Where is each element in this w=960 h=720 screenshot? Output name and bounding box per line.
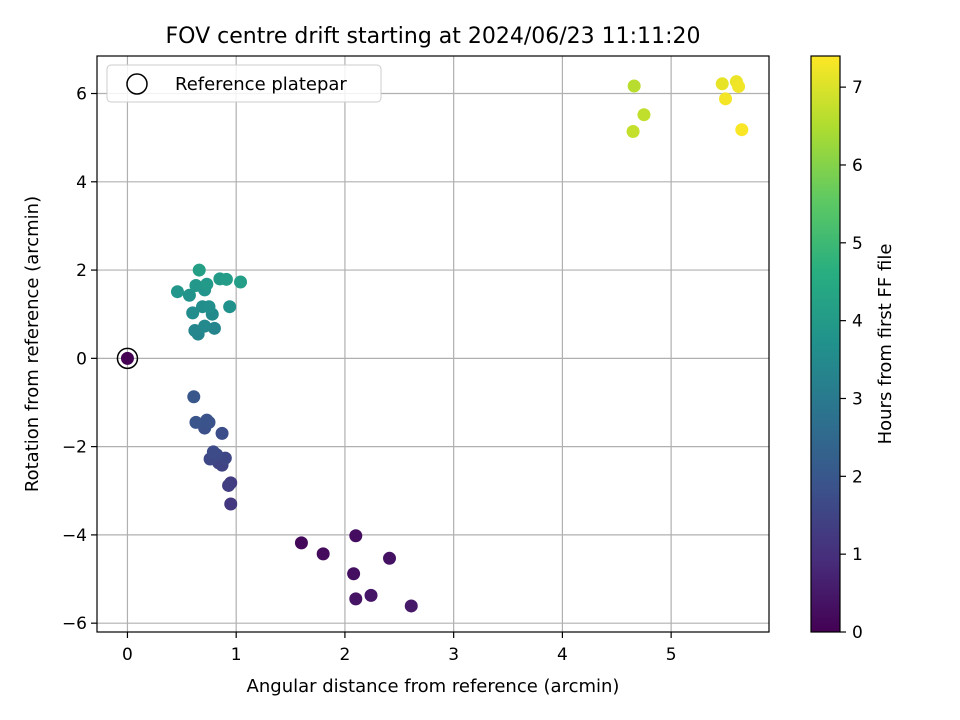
data-point <box>202 415 216 429</box>
x-tick-label: 4 <box>557 645 568 665</box>
data-point <box>404 599 418 613</box>
colorbar-tick-label: 2 <box>852 467 863 487</box>
data-point <box>215 426 229 440</box>
x-tick-label: 5 <box>666 645 677 665</box>
colorbar-label: Hours from first FF file <box>875 244 896 445</box>
data-point <box>219 272 233 286</box>
legend-marker-icon <box>126 73 148 95</box>
x-tick-label: 3 <box>448 645 459 665</box>
y-tick-label: 6 <box>76 85 87 105</box>
data-point <box>383 551 397 565</box>
legend: Reference platepar <box>106 64 382 103</box>
data-point <box>349 592 363 606</box>
plot-frame <box>96 55 770 633</box>
colorbar-tick-label: 0 <box>852 623 863 643</box>
data-point <box>719 92 733 106</box>
colorbar-tick-label: 4 <box>852 312 863 332</box>
reference-marker <box>116 347 139 370</box>
data-point <box>234 275 248 289</box>
x-axis-label: Angular distance from reference (arcmin) <box>247 676 620 697</box>
colorbar-tick-label: 1 <box>852 545 863 565</box>
chart-title: FOV centre drift starting at 2024/06/23 … <box>166 24 701 49</box>
data-point <box>192 263 206 277</box>
colorbar-gradient <box>811 56 840 632</box>
data-point <box>202 300 216 314</box>
colorbar-ticks: 0 1 2 3 4 5 6 7 <box>840 78 863 643</box>
data-point <box>198 319 212 333</box>
y-tick-label: 4 <box>76 173 87 193</box>
data-point <box>223 300 237 314</box>
data-point <box>222 478 236 492</box>
colorbar-tick-label: 7 <box>852 78 863 98</box>
data-point <box>207 321 221 335</box>
data-point <box>349 529 363 543</box>
data-point <box>224 497 238 511</box>
data-point <box>294 536 308 550</box>
y-tick-label: −4 <box>62 526 87 546</box>
x-tick-label: 0 <box>122 645 133 665</box>
data-point <box>627 79 641 93</box>
data-point <box>170 285 184 299</box>
data-point <box>715 77 729 91</box>
data-point <box>188 324 202 338</box>
data-point <box>206 445 220 459</box>
y-tick-label: 2 <box>76 261 87 281</box>
x-axis-ticks: 0 1 2 3 4 5 <box>122 632 677 665</box>
colorbar-tick-label: 6 <box>852 156 863 176</box>
y-axis-label: Rotation from reference (arcmin) <box>22 196 43 492</box>
data-point <box>626 124 640 138</box>
data-point <box>182 288 196 302</box>
colorbar-frame <box>810 55 841 633</box>
x-tick-label: 1 <box>231 645 242 665</box>
y-tick-label: 0 <box>76 349 87 369</box>
x-tick-label: 2 <box>340 645 351 665</box>
data-point <box>316 547 330 561</box>
data-point <box>189 415 203 429</box>
colorbar: 0 1 2 3 4 5 6 7 Hours from first FF file <box>810 55 896 643</box>
data-point <box>735 123 749 137</box>
y-axis-ticks: −6 −4 −2 0 2 4 6 <box>62 85 97 634</box>
data-point <box>186 306 200 320</box>
legend-label: Reference platepar <box>175 74 347 95</box>
data-point <box>637 108 651 122</box>
colorbar-tick-label: 3 <box>852 389 863 409</box>
data-point <box>120 351 134 365</box>
data-point <box>187 390 201 404</box>
data-point <box>189 279 203 293</box>
grid <box>97 56 769 632</box>
data-point <box>200 277 214 291</box>
y-tick-label: −2 <box>62 438 87 458</box>
data-points <box>116 75 749 613</box>
data-point <box>364 588 378 602</box>
data-point <box>732 79 746 93</box>
y-tick-label: −6 <box>62 614 87 634</box>
data-point <box>347 567 361 581</box>
colorbar-tick-label: 5 <box>852 234 863 254</box>
legend-box <box>106 64 382 103</box>
